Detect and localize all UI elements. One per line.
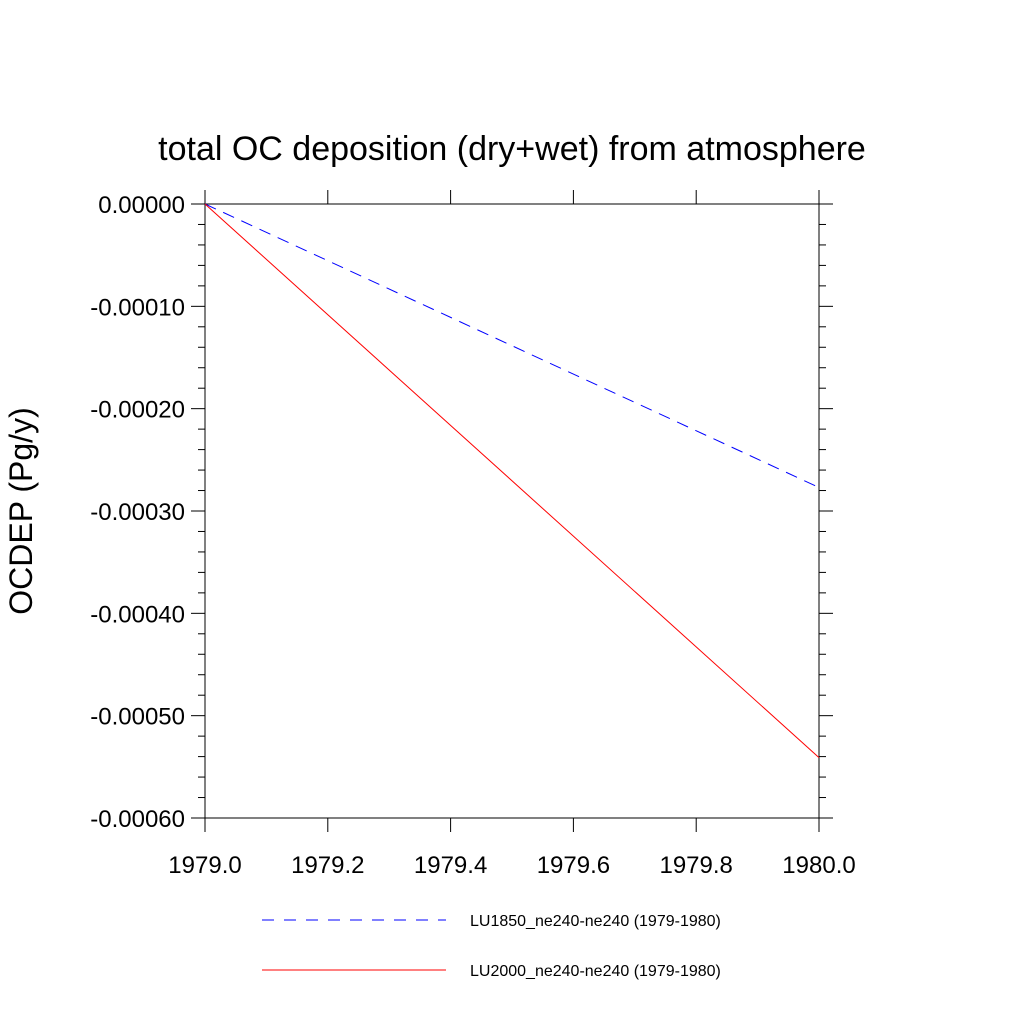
y-tick-label: -0.00050 — [90, 704, 185, 731]
y-tick-label: -0.00060 — [90, 806, 185, 833]
legend-label: LU2000_ne240-ne240 (1979-1980) — [470, 963, 721, 980]
y-tick-label: -0.00040 — [90, 601, 185, 628]
axis-ticks — [191, 190, 833, 832]
x-tick-label: 1979.6 — [537, 852, 610, 879]
x-tick-label: 1980.0 — [782, 852, 855, 879]
x-tick-label: 1979.4 — [414, 852, 487, 879]
series-line — [204, 203, 820, 758]
x-tick-label: 1979.0 — [168, 852, 241, 879]
y-axis-label: OCDEP (Pg/y) — [3, 407, 39, 614]
axis-tick-labels: 1979.0 1979.2 1979.4 1979.6 1979.8 1980.0 0.00… — [90, 192, 855, 879]
y-tick-label: -0.00020 — [90, 397, 185, 424]
legend-label: LU1850_ne240-ne240 (1979-1980) — [470, 913, 721, 930]
plot-frame — [204, 203, 820, 819]
data-series — [204, 203, 820, 758]
chart-title: total OC deposition (dry+wet) from atmos… — [158, 130, 866, 168]
y-tick-label: 0.00000 — [98, 192, 185, 219]
legend: LU1850_ne240-ne240 (1979-1980) LU2000_ne2… — [262, 913, 721, 980]
y-tick-label: -0.00030 — [90, 499, 185, 526]
y-tick-label: -0.00010 — [90, 294, 185, 321]
x-tick-label: 1979.8 — [659, 852, 732, 879]
series-line — [204, 203, 820, 488]
x-tick-label: 1979.2 — [291, 852, 364, 879]
